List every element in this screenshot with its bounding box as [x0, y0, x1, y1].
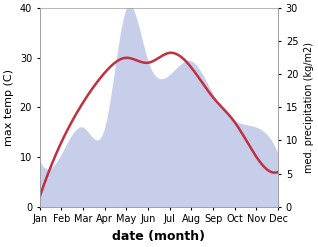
Y-axis label: med. precipitation (kg/m2): med. precipitation (kg/m2): [304, 42, 314, 173]
Y-axis label: max temp (C): max temp (C): [4, 69, 14, 146]
X-axis label: date (month): date (month): [113, 230, 205, 243]
